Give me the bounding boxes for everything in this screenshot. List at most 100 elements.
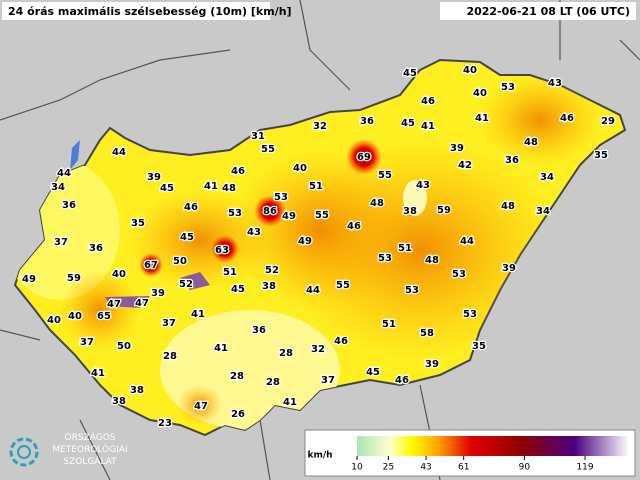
station-value: 39 [147, 172, 161, 183]
station-value: 45 [401, 118, 415, 129]
station-value: 46 [421, 96, 435, 107]
station-value: 86 [263, 206, 277, 217]
station-value: 35 [131, 218, 145, 229]
station-value: 34 [540, 172, 554, 183]
station-value: 48 [222, 183, 236, 194]
station-value: 45 [231, 284, 245, 295]
station-value: 42 [458, 160, 472, 171]
legend-tick-label: 25 [383, 463, 394, 473]
title-box [2, 2, 270, 20]
station-value: 46 [334, 336, 348, 347]
station-value: 41 [421, 121, 435, 132]
station-value: 46 [347, 221, 361, 232]
station-value: 28 [230, 371, 244, 382]
station-value: 28 [266, 377, 280, 388]
time-box [440, 2, 636, 20]
station-value: 31 [251, 131, 265, 142]
station-value: 23 [158, 418, 172, 429]
station-value: 43 [548, 78, 562, 89]
station-value: 50 [173, 256, 187, 267]
station-value: 35 [472, 341, 486, 352]
station-value: 55 [261, 144, 275, 155]
legend-scale [357, 436, 629, 456]
station-value: 48 [370, 198, 384, 209]
station-value: 41 [283, 397, 297, 408]
legend-tick-label: 61 [458, 463, 469, 473]
station-value: 59 [67, 273, 81, 284]
legend-tick-label: 10 [351, 463, 363, 473]
station-value: 49 [22, 274, 36, 285]
station-value: 48 [501, 201, 515, 212]
station-value: 55 [336, 280, 350, 291]
station-value: 26 [231, 409, 245, 420]
stations: 45 40 43 46 40 53 46 29 32 36 45 41 41 31 55 48 39 35 44 69… [21, 64, 616, 431]
station-value: 37 [321, 375, 335, 386]
station-value: 43 [247, 227, 261, 238]
field [15, 75, 600, 430]
station-value: 49 [282, 211, 296, 222]
station-value: 47 [135, 298, 149, 309]
station-value: 40 [112, 269, 126, 280]
station-value: 40 [463, 65, 477, 76]
station-value: 32 [311, 344, 325, 355]
station-value: 53 [452, 269, 466, 280]
station-value: 44 [306, 285, 320, 296]
station-value: 53 [274, 192, 288, 203]
logo: ORSZÁGOS METEOROLÓGIAI SZOLGÁLAT [9, 431, 128, 467]
station-value: 45 [366, 367, 380, 378]
station-value: 48 [524, 137, 538, 148]
station-value: 63 [215, 245, 229, 256]
station-value: 45 [403, 68, 417, 79]
station-value: 53 [405, 285, 419, 296]
station-value: 36 [89, 243, 103, 254]
station-value: 46 [395, 375, 409, 386]
station-value: 38 [403, 206, 417, 217]
station-value: 58 [420, 328, 434, 339]
station-value: 52 [179, 279, 193, 290]
station-value: 40 [473, 88, 487, 99]
legend-tick-label: 119 [576, 463, 593, 473]
station-value: 53 [378, 253, 392, 264]
station-value: 47 [107, 299, 121, 310]
station-value: 36 [252, 325, 266, 336]
station-value: 53 [501, 82, 515, 93]
station-value: 44 [57, 168, 71, 179]
station-value: 45 [160, 183, 174, 194]
station-value: 59 [437, 205, 451, 216]
station-value: 36 [62, 200, 76, 211]
station-value: 51 [382, 319, 396, 330]
station-value: 55 [378, 170, 392, 181]
station-value: 49 [298, 236, 312, 247]
logo-line: ORSZÁGOS [65, 431, 116, 443]
station-value: 39 [151, 288, 165, 299]
station-value: 40 [47, 315, 61, 326]
station-value: 35 [594, 150, 608, 161]
station-value: 38 [112, 396, 126, 407]
station-value: 32 [313, 121, 327, 132]
title: 24 órás maximális szélsebesség (10m) [km… [8, 5, 292, 18]
station-value: 37 [54, 237, 68, 248]
logo-line: SZOLGÁLAT [63, 455, 117, 467]
station-value: 69 [357, 152, 371, 163]
station-value: 51 [223, 267, 237, 278]
station-value: 50 [117, 341, 131, 352]
legend-tick-label: 43 [420, 463, 431, 473]
station-value: 47 [194, 401, 208, 412]
station-value: 67 [144, 260, 158, 271]
station-value: 48 [425, 255, 439, 266]
station-value: 29 [601, 116, 615, 127]
lake [70, 140, 80, 170]
station-value: 52 [265, 265, 279, 276]
station-value: 53 [463, 309, 477, 320]
station-value: 40 [68, 311, 82, 322]
station-value: 46 [231, 166, 245, 177]
station-value: 46 [560, 113, 574, 124]
station-value: 65 [97, 311, 111, 322]
legend-ticks: 10 25 43 61 90 119 [351, 456, 594, 473]
station-value: 41 [214, 343, 228, 354]
legend-tick-label: 90 [519, 463, 531, 473]
station-value: 37 [80, 337, 94, 348]
station-value: 34 [536, 206, 550, 217]
station-value: 34 [51, 182, 65, 193]
